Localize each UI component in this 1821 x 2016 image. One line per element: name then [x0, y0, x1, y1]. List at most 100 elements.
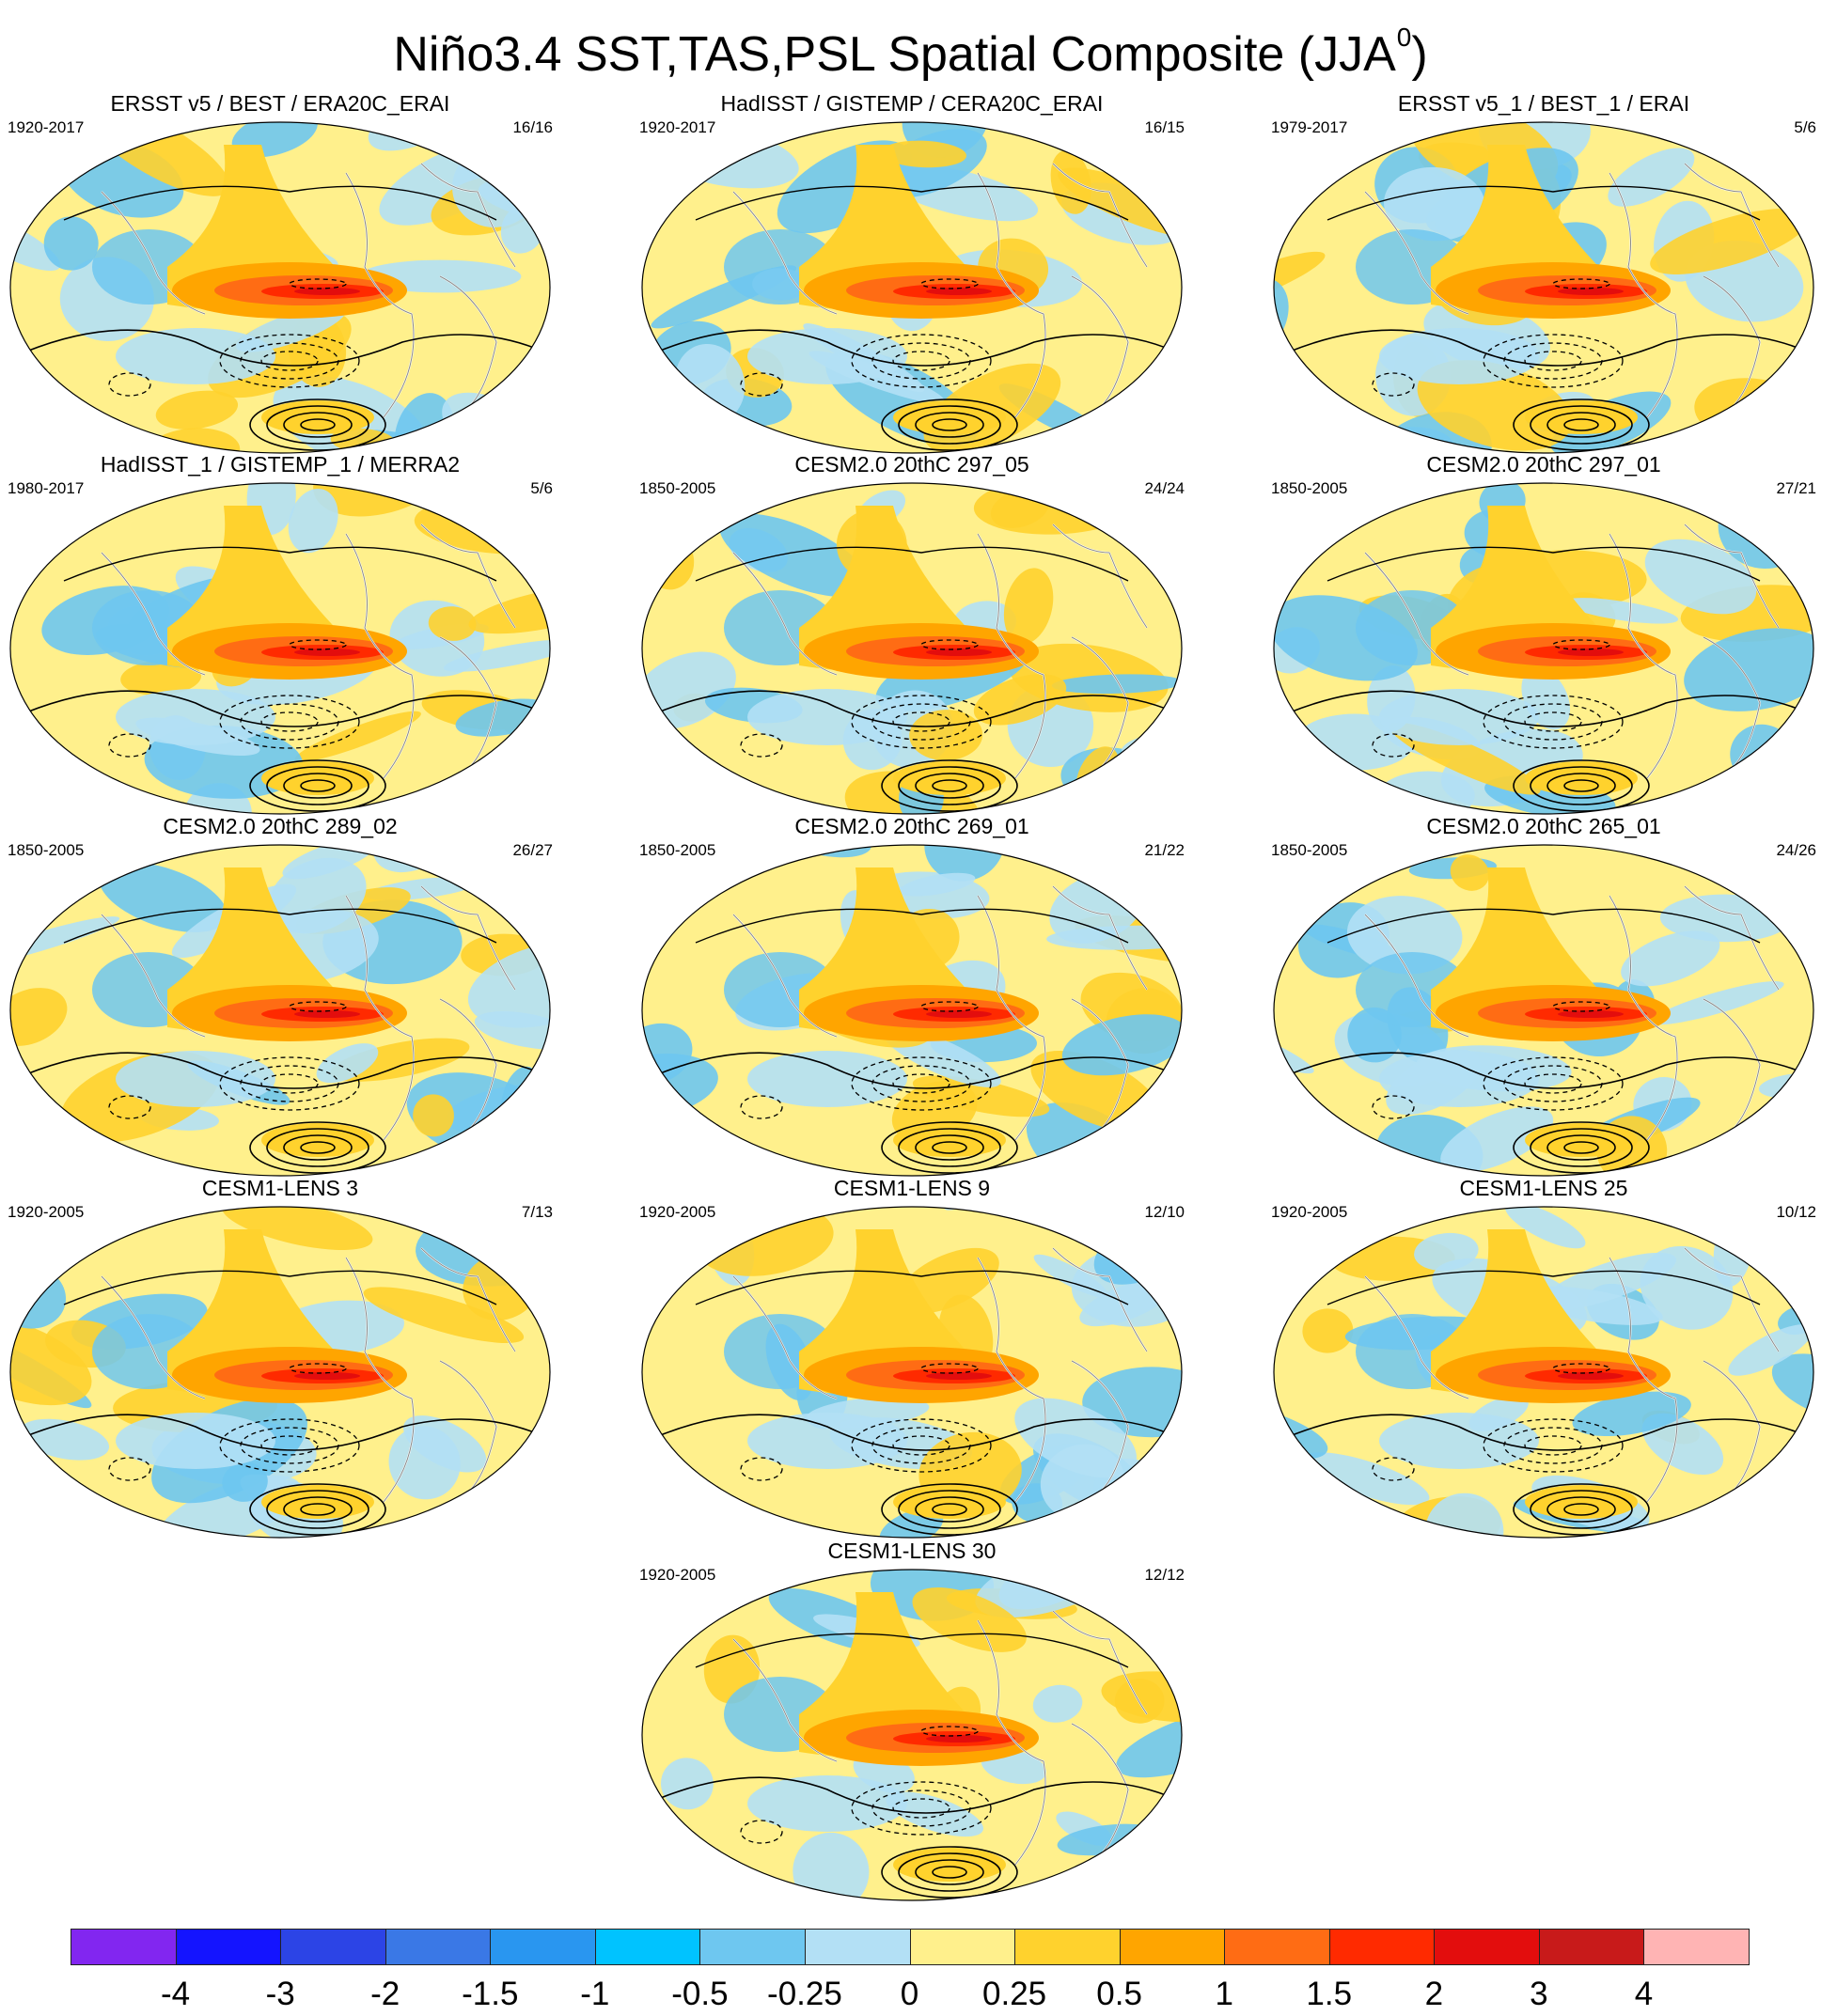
- map-panel: CESM2.0 20thC 289_02 1850-2005 26/27: [8, 813, 553, 1180]
- colorbar-tick-label: 4: [1634, 1976, 1654, 2012]
- composite-map: [9, 1206, 551, 1539]
- colorbar-box: [699, 1929, 806, 1965]
- panel-title: CESM2.0 20thC 289_02: [163, 814, 398, 838]
- map-panel: CESM1-LENS 30 1920-2005 12/12: [639, 1538, 1185, 1904]
- panel-count: 16/15: [1144, 118, 1185, 136]
- figure-title-text: Niño3.4 SST,TAS,PSL Spatial Composite (J…: [393, 27, 1396, 82]
- panel-title: CESM1-LENS 30: [827, 1539, 997, 1563]
- colorbar-tick-label: 2: [1424, 1976, 1444, 2012]
- panel-count: 21/22: [1144, 841, 1185, 859]
- panel-count: 5/6: [530, 479, 553, 497]
- panel-period: 1920-2017: [639, 118, 716, 136]
- panel-period: 1850-2005: [639, 841, 716, 859]
- figure-title: Niño3.4 SST,TAS,PSL Spatial Composite (J…: [0, 8, 1821, 85]
- figure-title-superscript: 0: [1396, 23, 1412, 52]
- colorbar-tick-label: -2: [370, 1976, 400, 2012]
- composite-map: [641, 844, 1183, 1177]
- colorbar-tick-label: -4: [161, 1976, 191, 2012]
- map-panel: CESM1-LENS 9 1920-2005 12/10: [639, 1175, 1185, 1541]
- panel-count: 5/6: [1794, 118, 1816, 136]
- colorbar-box: [1434, 1929, 1540, 1965]
- colorbar-tick-label: 1: [1215, 1976, 1233, 2012]
- panel-period: 1850-2005: [639, 479, 716, 497]
- colorbar: [71, 1929, 1750, 1965]
- panel-period: 1850-2005: [1271, 479, 1348, 497]
- panel-title: ERSST v5 / BEST / ERA20C_ERAI: [110, 91, 450, 116]
- composite-map: [641, 1569, 1183, 1901]
- panel-title: CESM2.0 20thC 265_01: [1426, 814, 1661, 838]
- colorbar-tick-label: -0.5: [671, 1976, 729, 2012]
- panel-title: CESM2.0 20thC 297_05: [794, 452, 1029, 477]
- panel-title: CESM2.0 20thC 297_01: [1426, 452, 1661, 477]
- panel-count: 12/10: [1144, 1203, 1185, 1221]
- colorbar-box: [175, 1929, 282, 1965]
- composite-map: [1273, 844, 1814, 1177]
- colorbar-tick-label: 0.25: [982, 1976, 1047, 2012]
- panel-title: ERSST v5_1 / BEST_1 / ERAI: [1397, 91, 1690, 116]
- map-panel: CESM1-LENS 25 1920-2005 10/12: [1271, 1175, 1816, 1541]
- panel-title: CESM1-LENS 3: [201, 1176, 359, 1200]
- map-panel: CESM2.0 20thC 269_01 1850-2005 21/22: [639, 813, 1185, 1180]
- colorbar-tick-label: -0.25: [767, 1976, 842, 2012]
- map-panel: CESM2.0 20thC 297_05 1850-2005 24/24: [639, 451, 1185, 818]
- colorbar-box: [1328, 1929, 1436, 1965]
- panel-title: HadISST / GISTEMP / CERA20C_ERAI: [720, 91, 1104, 116]
- panel-count: 27/21: [1776, 479, 1816, 497]
- figure-title-suffix: ): [1411, 27, 1428, 82]
- colorbar-box: [1224, 1929, 1330, 1965]
- panel-period: 1920-2005: [639, 1566, 716, 1584]
- map-panel: HadISST_1 / GISTEMP_1 / MERRA2 1980-2017 5…: [8, 451, 553, 818]
- panel-count: 7/13: [521, 1203, 553, 1221]
- colorbar-tick-label: 1.5: [1306, 1976, 1353, 2012]
- colorbar-tick-label: -3: [265, 1976, 295, 2012]
- composite-map: [9, 482, 551, 815]
- composite-map: [641, 121, 1183, 454]
- panel-period: 1920-2005: [8, 1203, 85, 1221]
- colorbar-box: [71, 1929, 177, 1965]
- panel-count: 16/16: [512, 118, 553, 136]
- panel-title: CESM1-LENS 25: [1459, 1176, 1628, 1200]
- panel-period: 1979-2017: [1271, 118, 1348, 136]
- colorbar-box: [594, 1929, 701, 1965]
- panel-title: CESM2.0 20thC 269_01: [794, 814, 1029, 838]
- colorbar-box: [1643, 1929, 1750, 1965]
- panel-count: 26/27: [512, 841, 553, 859]
- colorbar-box: [1538, 1929, 1645, 1965]
- panel-period: 1920-2017: [8, 118, 85, 136]
- colorbar-box: [280, 1929, 386, 1965]
- colorbar-box: [1119, 1929, 1226, 1965]
- composite-map: [9, 121, 551, 454]
- panel-period: 1920-2005: [1271, 1203, 1348, 1221]
- colorbar-tick-label: -1: [580, 1976, 610, 2012]
- panel-period: 1850-2005: [1271, 841, 1348, 859]
- panel-title: HadISST_1 / GISTEMP_1 / MERRA2: [100, 452, 461, 477]
- panel-count: 10/12: [1776, 1203, 1816, 1221]
- panel-count: 24/24: [1144, 479, 1185, 497]
- colorbar-tick-label: 0: [900, 1976, 919, 2012]
- colorbar-tick-label: 3: [1530, 1976, 1548, 2012]
- map-panel: CESM1-LENS 3 1920-2005 7/13: [8, 1175, 553, 1541]
- composite-map: [641, 1206, 1183, 1539]
- colorbar-box: [385, 1929, 492, 1965]
- colorbar-tick-label: -1.5: [462, 1976, 519, 2012]
- composite-map: [1273, 1206, 1814, 1539]
- composite-map: [1273, 482, 1814, 815]
- panel-period: 1980-2017: [8, 479, 85, 497]
- colorbar-box: [909, 1929, 1016, 1965]
- composite-map: [641, 482, 1183, 815]
- colorbar-box: [1014, 1929, 1121, 1965]
- composite-map: [1273, 121, 1814, 454]
- panel-count: 24/26: [1776, 841, 1816, 859]
- map-panel: CESM2.0 20thC 265_01 1850-2005 24/26: [1271, 813, 1816, 1180]
- colorbar-box: [804, 1929, 911, 1965]
- composite-map: [9, 844, 551, 1177]
- map-panel: HadISST / GISTEMP / CERA20C_ERAI 1920-201…: [639, 90, 1185, 457]
- map-panel: CESM2.0 20thC 297_01 1850-2005 27/21: [1271, 451, 1816, 818]
- colorbar-box: [490, 1929, 596, 1965]
- panel-count: 12/12: [1144, 1566, 1185, 1584]
- panel-period: 1920-2005: [639, 1203, 716, 1221]
- map-panel: ERSST v5 / BEST / ERA20C_ERAI 1920-2017 16…: [8, 90, 553, 457]
- map-panel: ERSST v5_1 / BEST_1 / ERAI 1979-2017 5/6: [1271, 90, 1816, 457]
- panel-period: 1850-2005: [8, 841, 85, 859]
- panel-title: CESM1-LENS 9: [833, 1176, 991, 1200]
